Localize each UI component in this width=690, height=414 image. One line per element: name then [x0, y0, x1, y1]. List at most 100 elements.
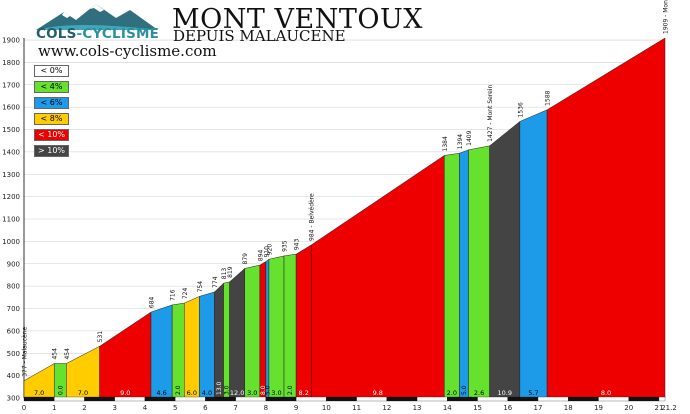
altitude-label: 984 - Belvédère — [309, 193, 316, 241]
x-tick-label: 13 — [413, 404, 422, 412]
grade-label: 7.0 — [78, 389, 88, 397]
altitude-label: 531 — [97, 331, 104, 343]
altitude-label: 910 — [263, 246, 270, 258]
profile-segment — [444, 152, 460, 399]
x-tick-label: 6 — [203, 404, 208, 412]
grade-label: 4.6 — [156, 389, 166, 397]
x-tick-label: 20 — [624, 404, 633, 412]
altitude-label: 684 — [148, 296, 155, 308]
y-tick-label: 1100 — [2, 216, 20, 224]
grade-label: 9.8 — [373, 389, 383, 397]
x-tick-label: 17 — [534, 404, 543, 412]
profile-segment — [459, 149, 469, 399]
y-tick-label: 1000 — [2, 238, 20, 246]
y-tick-label: 1700 — [2, 81, 20, 89]
grade-label: 4.0 — [202, 389, 212, 397]
altitude-label: 1909 - Mont Ventoux — [663, 0, 670, 34]
profile-segment — [283, 253, 297, 399]
altitude-label: 454 — [64, 348, 71, 360]
grade-label: 2.0 — [287, 385, 294, 395]
grade-label: 3.0 — [247, 389, 257, 397]
km-scale-bar — [416, 396, 448, 402]
mountain-logo-icon — [36, 4, 158, 30]
profile-segment — [468, 145, 490, 399]
km-scale-bar — [568, 396, 599, 402]
km-scale-bar — [598, 396, 629, 402]
km-scale-bar — [54, 396, 85, 402]
altitude-label: 1394 — [457, 134, 464, 149]
altitude-label: 716 — [170, 289, 177, 301]
altitude-label: 894 — [257, 249, 264, 261]
profile-segment — [310, 154, 445, 399]
km-scale-bar — [175, 396, 206, 402]
cols-cyclisme-logo — [34, 2, 160, 42]
grade-label: 3.0 — [271, 389, 281, 397]
legend-item-below-4: < 4% — [34, 81, 69, 93]
x-tick-label: 9 — [294, 404, 298, 412]
altitude-label: 935 — [282, 240, 289, 252]
profile-segment — [268, 255, 285, 399]
x-end-label: 21.2 — [661, 404, 677, 412]
km-scale-bar — [477, 396, 508, 402]
legend-item-below-8: < 8% — [34, 113, 69, 125]
x-tick-label: 2 — [82, 404, 86, 412]
km-scale-bar — [235, 396, 267, 402]
profile-segment — [171, 302, 185, 399]
y-tick-label: 500 — [7, 350, 20, 358]
profile-segment — [214, 282, 224, 399]
altitude-label: 754 — [197, 281, 204, 293]
x-tick-label: 7 — [233, 404, 237, 412]
y-tick-label: 900 — [7, 260, 20, 268]
x-tick-label: 15 — [473, 404, 482, 412]
km-scale-bar — [265, 396, 297, 402]
grade-label: 6.0 — [187, 389, 197, 397]
km-scale-bar — [23, 396, 55, 402]
grade-label: 2.0 — [447, 389, 457, 397]
km-scale-bar — [386, 396, 418, 402]
legend-item-below-6: < 6% — [34, 97, 69, 109]
km-scale-bar — [447, 396, 478, 402]
profile-segment — [244, 264, 261, 399]
y-tick-label: 1800 — [2, 59, 20, 67]
km-scale-bar — [114, 396, 146, 402]
grade-label: 8.0 — [601, 389, 611, 397]
x-tick-label: 8 — [264, 404, 268, 412]
km-scale-bar — [295, 396, 327, 402]
grade-label: 5.7 — [528, 389, 538, 397]
altitude-label: 454 — [52, 348, 59, 360]
profile-segment — [489, 120, 521, 399]
profile-segment — [295, 244, 312, 399]
x-tick-label: 10 — [322, 404, 331, 412]
legend-item-above-10: > 10% — [34, 145, 69, 157]
altitude-label: 819 — [227, 266, 234, 278]
altitude-label: 943 — [294, 238, 301, 250]
x-tick-label: 21 — [654, 404, 663, 412]
altitude-label: 1536 — [517, 102, 524, 117]
profile-segment — [229, 267, 245, 399]
grade-label: 5.0 — [264, 385, 271, 395]
chart-subtitle: DEPUIS MALAUCENE — [173, 27, 346, 45]
km-scale-bar — [356, 396, 387, 402]
y-tick-label: 1900 — [2, 37, 20, 45]
altitude-label: 724 — [182, 287, 189, 299]
grade-label: 13.0 — [216, 381, 223, 395]
km-scale-bar — [537, 396, 569, 402]
y-tick-label: 600 — [7, 327, 20, 335]
altitude-label: 920 — [266, 244, 273, 256]
y-tick-label: 400 — [7, 372, 20, 380]
x-tick-label: 14 — [443, 404, 452, 412]
y-tick-label: 700 — [7, 305, 20, 313]
km-scale-bar — [326, 396, 357, 402]
y-tick-label: 800 — [7, 283, 20, 291]
km-scale-bar — [205, 396, 236, 402]
y-tick-label: 1300 — [2, 171, 20, 179]
profile-segment — [99, 311, 152, 399]
grade-label: 8.2 — [299, 389, 309, 397]
grade-label: 0.0 — [57, 385, 64, 395]
x-tick-label: 0 — [22, 404, 26, 412]
logo-text: COLS-CYCLISME — [36, 26, 160, 42]
x-tick-label: 18 — [564, 404, 573, 412]
altitude-label: 1409 — [466, 130, 473, 145]
x-tick-label: 12 — [382, 404, 391, 412]
y-tick-label: 1200 — [2, 193, 20, 201]
